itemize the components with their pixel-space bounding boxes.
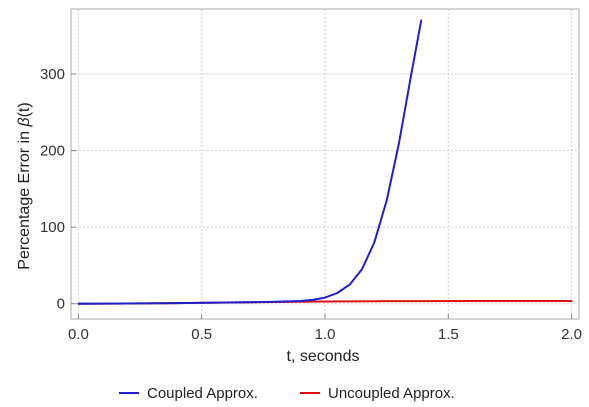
y-tick-label: 0 [57,296,65,313]
grid [71,9,579,319]
axis-ticks: 0.0 0.5 1.0 1.5 2.0 0 100 200 300 [40,66,582,343]
y-axis-label: Percentage Error in β(t) [16,102,33,269]
x-axis-label: t, seconds [287,348,360,365]
legend-label-coupled: Coupled Approx. [147,385,258,402]
plot-frame [70,8,580,320]
y-axis-label-prefix: Percentage Error in [16,127,33,270]
y-axis-label-suffix: (t) [16,102,33,117]
y-tick-label: 100 [40,219,65,236]
y-tick-label: 200 [40,143,65,160]
y-tick-label: 300 [40,66,65,83]
legend-item-uncoupled: Uncoupled Approx. [300,385,455,402]
x-tick-label: 1.0 [315,326,336,343]
x-tick-label: 0.5 [191,326,212,343]
series-lines [77,19,573,305]
x-tick-label: 2.0 [561,326,582,343]
x-tick-label: 1.5 [438,326,459,343]
series-line-coupled [77,19,423,305]
x-tick-label: 0.0 [68,326,89,343]
legend-label-uncoupled: Uncoupled Approx. [328,385,455,402]
legend-item-coupled: Coupled Approx. [119,385,258,402]
legend: Coupled Approx. Uncoupled Approx. [119,385,455,402]
y-axis-label-symbol: β [16,117,33,127]
